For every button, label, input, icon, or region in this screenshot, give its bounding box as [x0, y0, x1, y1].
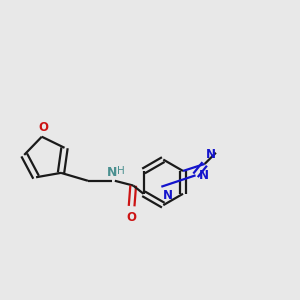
Text: O: O	[38, 121, 48, 134]
Text: O: O	[126, 211, 136, 224]
Text: N: N	[163, 189, 172, 202]
Text: H: H	[117, 166, 124, 176]
Text: N: N	[206, 148, 216, 161]
Text: N: N	[106, 166, 117, 179]
Text: N: N	[199, 169, 209, 182]
